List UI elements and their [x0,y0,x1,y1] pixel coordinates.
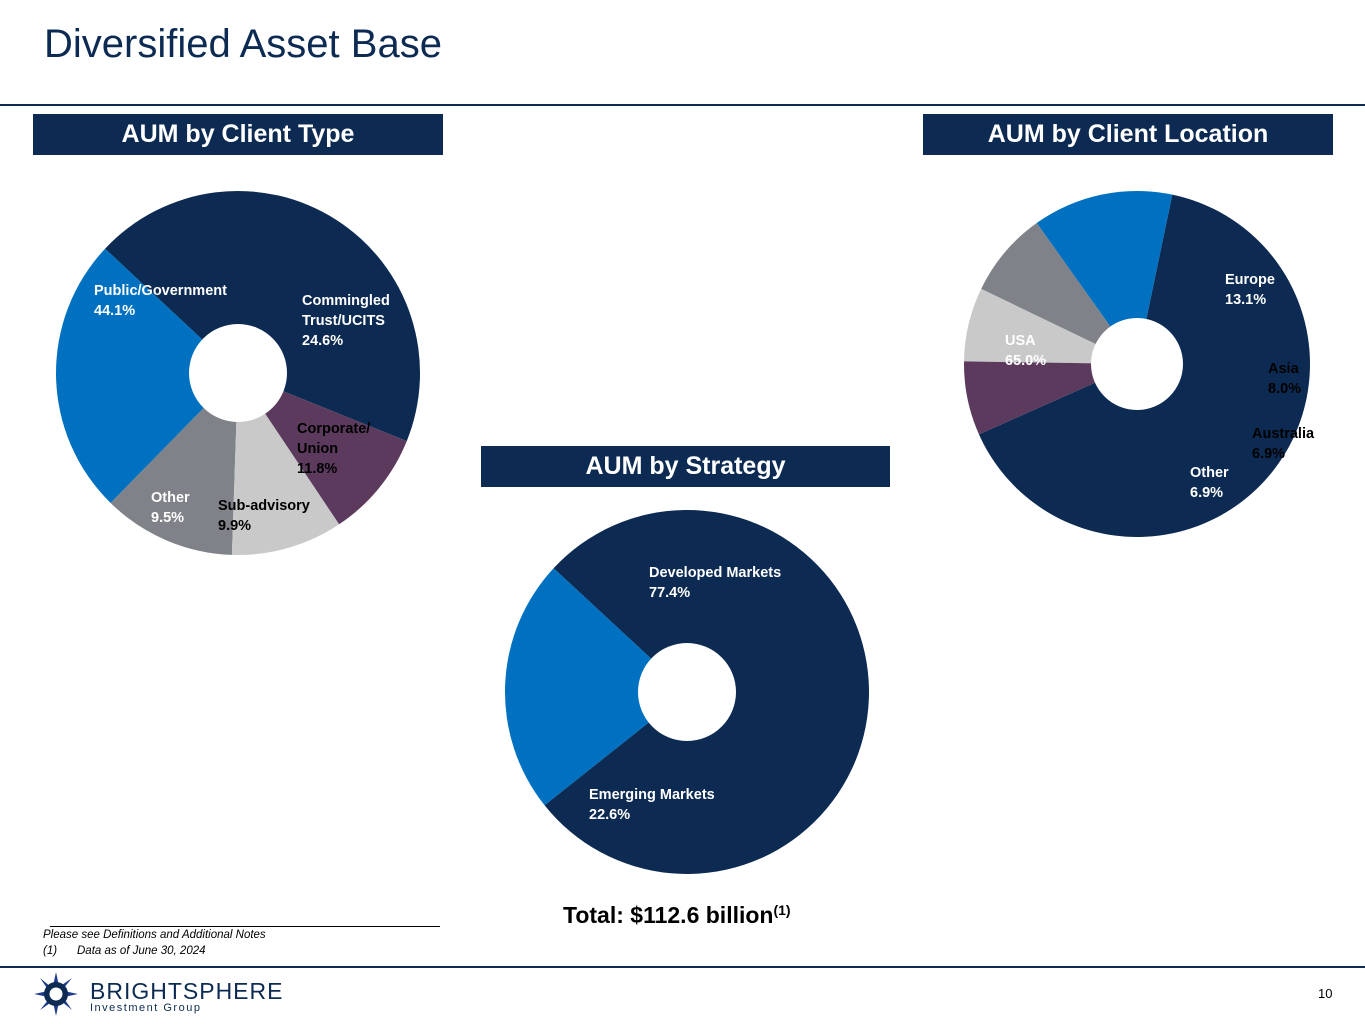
slice-label-europe: Europe 13.1% [1225,270,1275,310]
total-aum: Total: $112.6 billion(1) [563,902,791,929]
donut-hole [1091,318,1183,410]
slice-value: 44.1% [94,303,136,319]
page-number: 10 [1318,986,1333,1001]
slice-label-developed-markets: Developed Markets 77.4% [649,563,781,603]
slice-label-commingled: Commingled Trust/UCITS 24.6% [302,291,390,351]
brand-subtitle: Investment Group [90,1002,202,1014]
slice-label-text: Developed Markets [649,565,782,581]
slice-value: 22.6% [589,807,631,823]
pie-slice-other [238,373,407,525]
donut-hole [189,324,287,422]
slice-label-text: Asia [1268,361,1299,377]
total-aum-label: Total: $112.6 billion [563,902,774,928]
pie-slice-sub-advisory [231,373,340,556]
slice-value: 9.9% [218,518,252,534]
slice-value: 13.1% [1225,292,1267,308]
slice-label-other-location: Other 6.9% [1190,463,1229,503]
client-type-header: AUM by Client Type [33,114,443,155]
slice-label-other-client-type: Other 9.5% [151,488,190,528]
slice-label-usa: USA 65.0% [1005,331,1046,371]
client-location-pie-chart [964,190,1310,537]
slice-label-text: Trust/UCITS [302,313,385,329]
slice-label-text: Europe [1225,272,1275,288]
slice-label-text: Public/Government [94,283,227,299]
pie-slice-australia [964,288,1137,364]
footnote-number: (1) [43,945,58,957]
footnote-text: Data as of June 30, 2024 [77,945,206,957]
slice-label-text: Union [297,441,339,457]
donut-hole [638,643,736,741]
slice-label-text: Emerging Markets [589,787,715,803]
brand-name: BRIGHTSPHERE [90,978,284,1004]
client-type-pie-chart [56,190,421,556]
pie-slice-emerging-markets [505,568,687,806]
client-location-header: AUM by Client Location [923,114,1333,155]
strategy-pie-chart [505,509,870,874]
slice-value: 6.9% [1252,446,1286,462]
slice-value: 9.5% [151,510,185,526]
pie-slice-public-government [105,190,421,442]
footnote-divider [50,926,440,927]
brightsphere-logo-icon [34,972,78,1016]
footnote-1: (1) Data as of June 30, 2024 [43,945,206,957]
slice-label-text: Corporate/ [297,421,371,437]
slice-label-text: Other [1190,465,1229,481]
slice-value: 24.6% [302,333,344,349]
slice-label-text: Commingled [302,293,390,309]
slice-label-australia: Australia 6.9% [1252,424,1314,464]
slice-label-asia: Asia 8.0% [1268,359,1301,399]
pie-slice-corporate-union [110,373,238,555]
footer-divider [0,966,1365,968]
header-divider [0,104,1365,106]
slice-value: 6.9% [1190,485,1224,501]
footnote-intro: Please see Definitions and Additional No… [43,929,266,941]
slice-label-corporate-union: Corporate/ Union 11.8% [297,419,370,479]
slice-value: 65.0% [1005,353,1047,369]
slice-label-text: USA [1005,333,1036,349]
slice-value: 77.4% [649,585,691,601]
slice-value: 11.8% [297,461,338,477]
pie-slice-commingled-trust-ucits [56,248,239,503]
slice-label-sub-advisory: Sub-advisory 9.9% [218,496,310,536]
slice-label-text: Australia [1252,426,1315,442]
total-aum-footnote-ref: (1) [773,902,791,918]
pie-slice-asia [981,223,1137,364]
slice-value: 8.0% [1268,381,1302,397]
slice-label-text: Other [151,490,190,506]
slice-label-emerging-markets: Emerging Markets 22.6% [589,785,715,825]
page-title: Diversified Asset Base [44,22,442,66]
slice-label-public-government: Public/Government 44.1% [94,281,227,321]
slice-label-text: Sub-advisory [218,498,310,514]
strategy-header: AUM by Strategy [481,446,890,487]
